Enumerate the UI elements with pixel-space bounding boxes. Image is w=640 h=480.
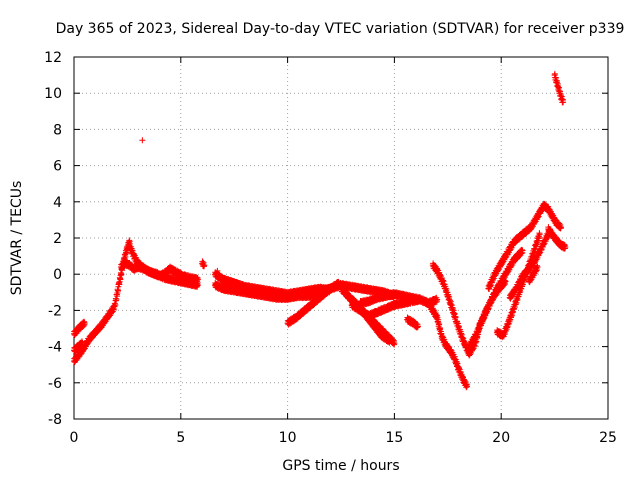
y-tick-label: -2 xyxy=(48,303,62,319)
x-axis: 0 5 10 15 20 25 xyxy=(70,57,617,446)
x-tick-label: 15 xyxy=(385,430,403,446)
x-tick-label: 0 xyxy=(70,430,79,446)
chart-title: Day 365 of 2023, Sidereal Day-to-day VTE… xyxy=(56,21,625,37)
data-point xyxy=(79,339,86,346)
x-tick-label: 10 xyxy=(279,430,297,446)
data-point xyxy=(81,320,88,327)
y-tick-label: 8 xyxy=(53,122,62,138)
grid xyxy=(74,57,608,419)
y-tick-label: -4 xyxy=(48,340,62,356)
y-tick-label: -6 xyxy=(48,376,62,392)
y-tick-label: 10 xyxy=(44,86,62,102)
x-tick-label: 5 xyxy=(176,430,185,446)
y-tick-label: -8 xyxy=(48,412,62,428)
y-tick-label: 6 xyxy=(53,159,62,175)
y-tick-label: 12 xyxy=(44,50,62,66)
x-tick-label: 25 xyxy=(599,430,617,446)
y-tick-label: 0 xyxy=(53,267,62,283)
data-points xyxy=(71,70,569,391)
y-axis: -8 -6 -4 -2 0 2 4 6 8 10 12 xyxy=(44,50,608,428)
y-tick-label: 2 xyxy=(53,231,62,247)
x-tick-label: 20 xyxy=(492,430,510,446)
y-tick-label: 4 xyxy=(53,195,62,211)
